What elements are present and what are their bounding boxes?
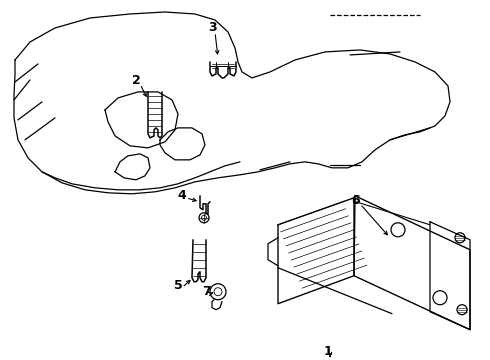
Text: 7: 7	[201, 285, 210, 298]
Text: 2: 2	[132, 75, 140, 87]
Text: 4: 4	[177, 189, 186, 202]
Text: 1: 1	[323, 345, 332, 358]
Text: 6: 6	[352, 194, 360, 207]
Text: 3: 3	[208, 22, 216, 35]
Text: 5: 5	[173, 279, 182, 292]
